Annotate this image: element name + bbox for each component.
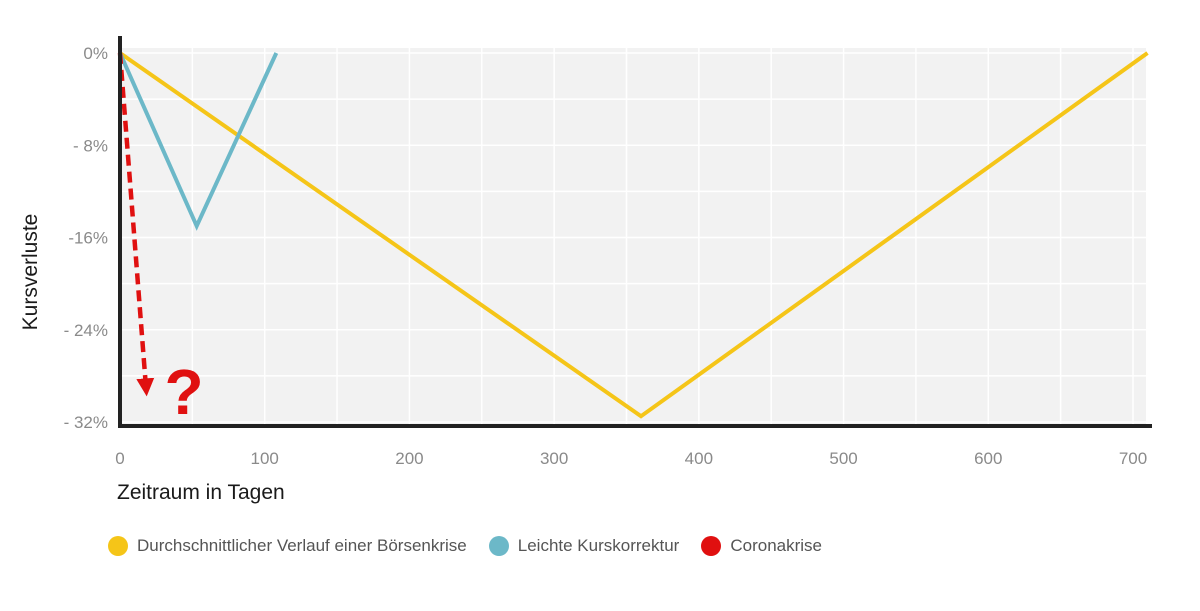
legend-dot-icon [108, 536, 128, 556]
x-tick-label: 100 [251, 449, 279, 468]
x-tick-label: 300 [540, 449, 568, 468]
y-tick-label: - 8% [73, 136, 108, 155]
legend-dot-icon [488, 536, 509, 556]
series-line-0 [118, 51, 1149, 419]
x-axis-title: Zeitraum in Tagen [117, 481, 285, 504]
legend-item-kurskorrektur: Leichte Kurskorrektur [488, 536, 680, 556]
question-mark-annotation: ? [164, 356, 203, 428]
series-line-2 [117, 52, 155, 397]
series-layer [117, 51, 1149, 419]
x-tick-label: 200 [395, 449, 423, 468]
x-tick-label: 500 [829, 449, 857, 468]
legend-item-boersenkrise: Durchschnittlicher Verlauf einer Börsenk… [108, 536, 467, 556]
series-line-1 [118, 52, 279, 231]
y-tick-label: - 24% [64, 321, 108, 340]
x-tick-labels: 0 100 200 300 400 500 600 700 [115, 449, 1147, 468]
y-tick-label: -16% [68, 229, 108, 248]
legend: Durchschnittlicher Verlauf einer Börsenk… [108, 536, 844, 556]
grid [120, 48, 1146, 426]
x-tick-label: 0 [115, 449, 124, 468]
legend-item-coronakrise: Coronakrise [701, 536, 822, 556]
legend-dot-icon [701, 536, 722, 556]
x-tick-label: 700 [1119, 449, 1147, 468]
legend-label: Durchschnittlicher Verlauf einer Börsenk… [137, 536, 467, 555]
x-tick-label: 400 [685, 449, 713, 468]
y-axis-title: Kursverluste [19, 214, 42, 331]
legend-label: Coronakrise [730, 536, 822, 555]
legend-label: Leichte Kurskorrektur [517, 536, 680, 555]
x-tick-label: 600 [974, 449, 1002, 468]
y-tick-label: - 32% [64, 413, 108, 432]
y-tick-label: 0% [83, 44, 108, 63]
y-tick-labels: 0% - 8% -16% - 24% - 32% [64, 44, 108, 432]
